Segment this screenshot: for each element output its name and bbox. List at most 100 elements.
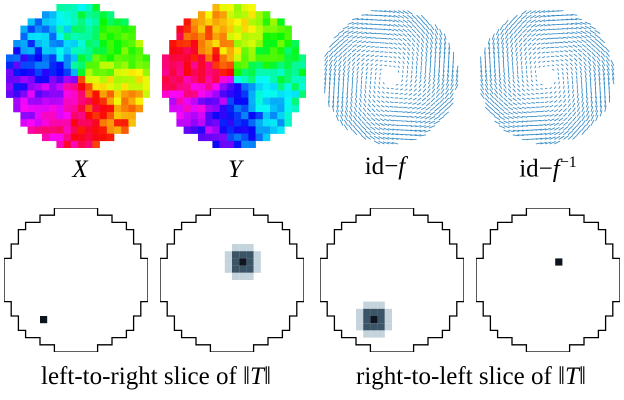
- finv-vector: [567, 134, 574, 140]
- f-vector: [408, 97, 413, 101]
- f-vector: [422, 88, 427, 93]
- finv-vector: [517, 28, 523, 34]
- f-vector: [430, 102, 436, 107]
- f-vector: [361, 14, 368, 16]
- f-vector: [389, 101, 394, 103]
- y-pixel: [198, 54, 206, 62]
- finv-vector: [489, 102, 495, 108]
- f-vector: [407, 47, 411, 51]
- y-pixel: [241, 112, 249, 120]
- y-pixel: [212, 47, 220, 55]
- heat-pixel: [232, 244, 240, 252]
- finv-vector: [512, 93, 517, 97]
- finv-vector: [532, 47, 537, 51]
- y-pixel: [284, 83, 292, 91]
- finv-vector: [544, 136, 552, 140]
- y-pixel: [255, 25, 264, 34]
- finv-vector: [543, 10, 550, 13]
- finv-vector: [488, 47, 491, 54]
- x-pixel: [114, 32, 122, 41]
- finv-vector: [539, 28, 546, 32]
- finv-vector: [498, 106, 505, 112]
- f-vector: [441, 84, 445, 90]
- x-pixel: [78, 83, 86, 91]
- finv-vector: [547, 10, 555, 13]
- f-vector: [416, 106, 422, 110]
- f-vector: [365, 45, 371, 48]
- finv-vector: [503, 79, 507, 85]
- f-vector: [393, 33, 399, 37]
- y-pixel: [284, 47, 292, 55]
- y-pixel: [176, 76, 184, 84]
- x-pixel: [99, 133, 108, 142]
- finv-vector: [512, 120, 519, 124]
- finv-vector: [584, 21, 592, 25]
- y-pixel: [262, 83, 271, 91]
- caption-id-minus-f: id−f: [364, 153, 406, 180]
- f-vector: [424, 116, 431, 120]
- y-pixel: [277, 61, 285, 70]
- finv-vector: [540, 132, 547, 136]
- y-pixel: [234, 97, 242, 106]
- f-vector: [361, 49, 366, 53]
- y-pixel: [198, 11, 206, 19]
- f-vector: [370, 41, 376, 44]
- f-vector: [347, 74, 350, 80]
- y-pixel: [248, 140, 256, 148]
- f-vector: [434, 24, 439, 31]
- finv-vector: [554, 140, 561, 145]
- x-pixel: [78, 11, 86, 19]
- finv-vector: [558, 131, 565, 136]
- f-vector: [387, 128, 394, 131]
- f-vector: [411, 24, 417, 29]
- f-vector: [427, 83, 431, 89]
- x-pixel: [92, 4, 100, 12]
- f-vector: [362, 112, 367, 117]
- finv-vector: [581, 106, 585, 112]
- f-vector: [422, 93, 427, 97]
- f-vector: [399, 97, 403, 99]
- f-vector: [353, 115, 358, 122]
- f-vector: [379, 33, 385, 35]
- f-vector: [430, 47, 433, 53]
- x-pixel: [121, 90, 129, 98]
- finv-vector: [517, 88, 521, 92]
- f-vector: [425, 28, 430, 35]
- x-pixel: [6, 90, 14, 98]
- f-vector: [416, 51, 419, 57]
- heat-pixel: [246, 244, 254, 252]
- f-vector: [366, 121, 371, 126]
- x-pixel: [99, 126, 108, 134]
- f-vector: [384, 33, 390, 36]
- f-vector: [433, 120, 440, 125]
- finv-vector: [507, 74, 510, 80]
- finv-vector: [566, 23, 573, 25]
- finv-vector: [517, 125, 524, 127]
- finv-vector: [531, 138, 538, 140]
- f-vector: [365, 32, 372, 34]
- f-vector: [342, 78, 345, 85]
- y-pixel: [226, 97, 235, 106]
- heat-pixel: [384, 308, 392, 316]
- f-vector: [415, 74, 417, 79]
- f-vector: [388, 119, 394, 122]
- x-pixel: [63, 68, 72, 77]
- y-pixel: [212, 11, 220, 19]
- f-vector: [448, 102, 454, 108]
- y-pixel: [262, 126, 271, 134]
- x-pixel: [13, 104, 21, 113]
- y-pixel: [226, 112, 235, 120]
- finv-vector: [494, 84, 498, 90]
- heat-pixel: [370, 316, 378, 324]
- finv-vector: [581, 124, 587, 131]
- f-vector: [383, 132, 390, 136]
- finv-vector: [590, 110, 594, 117]
- y-pixel: [270, 61, 278, 70]
- heat-pixel: [370, 323, 378, 331]
- x-pixel: [99, 76, 108, 84]
- finv-vector: [509, 38, 514, 44]
- y-pixel: [248, 40, 256, 48]
- f-vector: [333, 69, 337, 76]
- finv-vector: [549, 37, 555, 40]
- f-vector: [375, 59, 379, 62]
